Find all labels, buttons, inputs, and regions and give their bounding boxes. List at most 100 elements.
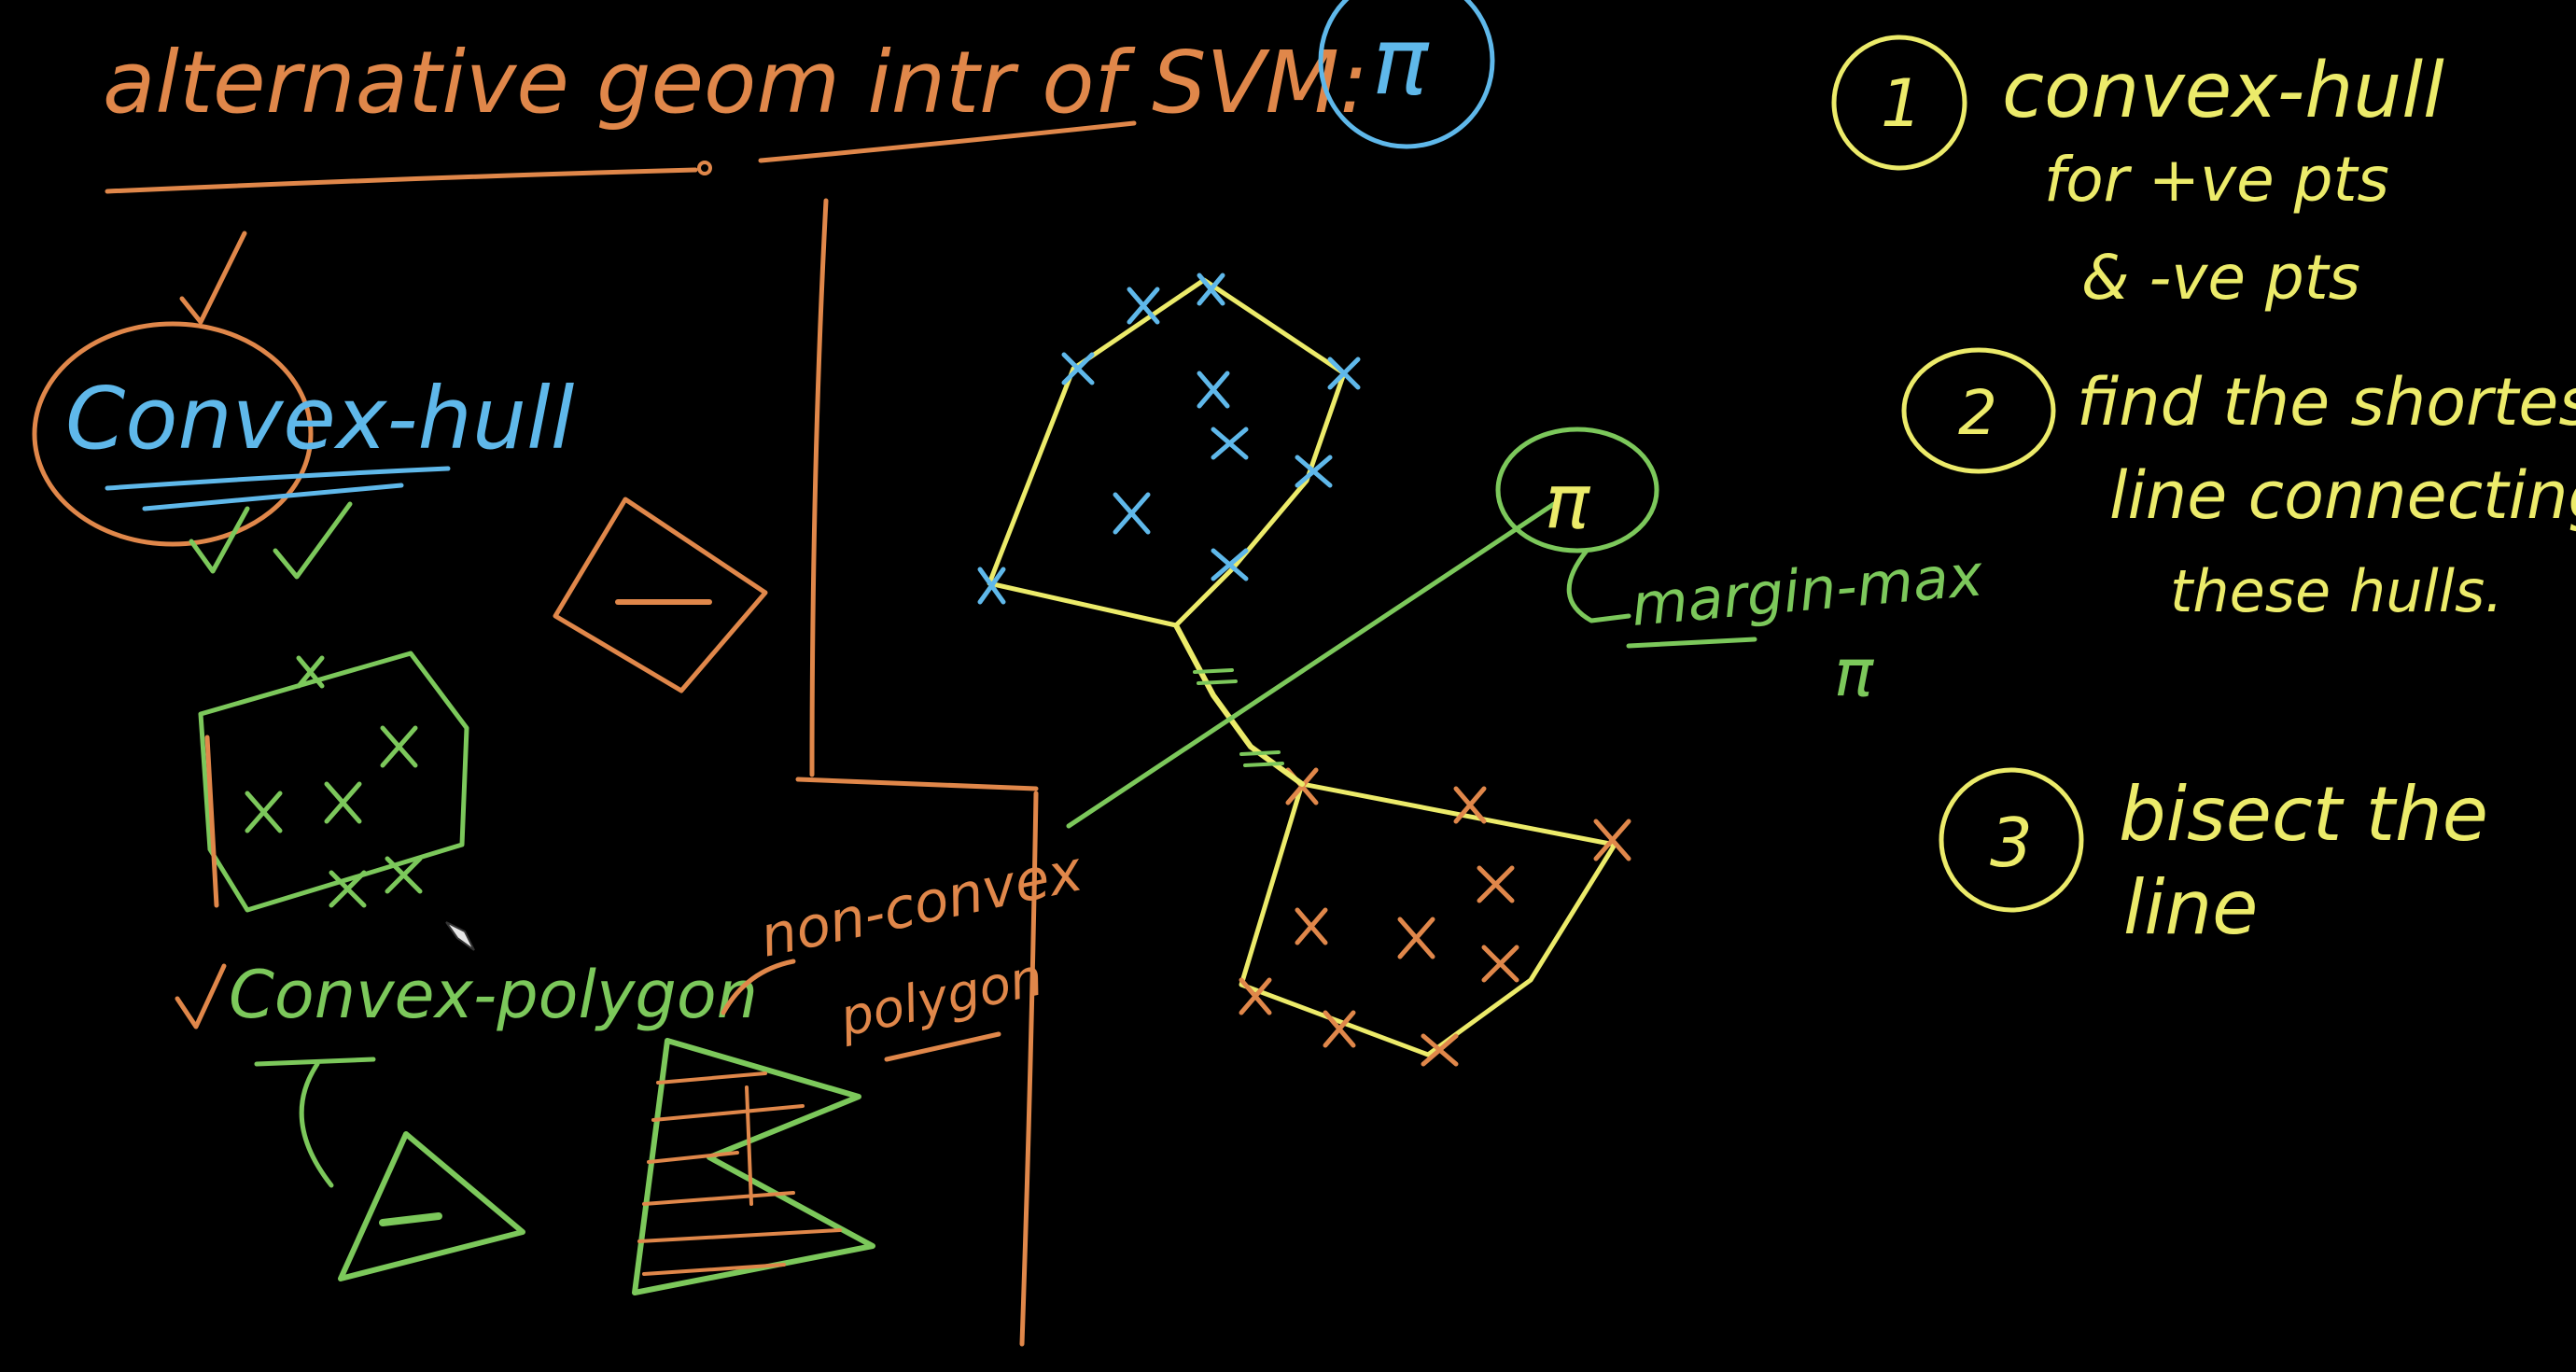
title-group: alternative geom intr of SVM: π [103,0,1495,194]
non-convex-label-1: non-convex [755,838,1088,970]
step-1-number: 1 [1881,65,1923,142]
cross-mark [1453,786,1487,824]
cross-mark [1197,273,1225,306]
cross-mark [1197,371,1230,409]
step-1-line-3: & -ve pts [2081,242,2360,314]
step-3-line-1: bisect the [2119,771,2488,858]
title-pi: π [1372,7,1430,116]
cross-mark [1323,1010,1356,1048]
tick-mark [1243,762,1284,767]
step-2-line-3: these hulls. [2170,557,2503,625]
divider-vertical-upper [809,198,829,777]
connecting-line-ticks [1193,668,1284,767]
bisector-group: π margin-max π [1066,427,1986,829]
cross-mark [1239,977,1272,1015]
margin-max-underline [1626,637,1757,649]
triangle-sketch [338,1131,525,1281]
title-text: alternative geom intr of SVM: [103,33,1368,133]
non-convex-hatching [637,1071,842,1276]
cross-mark [1421,1033,1459,1067]
margin-max-pi: π [1834,635,1875,711]
convex-hull-underline-2 [142,483,404,511]
cross-mark [1481,945,1519,983]
title-underline-left [105,167,698,194]
convex-polygon-crosses [245,655,423,908]
hatch-line [745,1085,753,1206]
negative-hull-group [1239,767,1631,1067]
step-2: 2 find the shortest line connecting thes… [1901,347,2576,625]
cross-mark [1477,865,1515,903]
positive-hull-outline [987,277,1347,628]
cross-mark [1593,819,1631,861]
bisector-pi-circle [1495,427,1659,553]
step-3-number: 3 [1990,804,2033,882]
cross-mark [1295,455,1333,488]
title-pi-circle [1318,0,1495,149]
hatch-line [651,1104,805,1122]
divider-horizontal [795,777,1039,791]
convex-hull-check-green-1 [189,506,250,574]
convex-hull-check-green-2 [273,501,353,580]
non-convex-polygon-group: non-convex polygon [632,838,1088,1295]
convex-polygon-underline [254,1057,376,1067]
hatch-line [647,1151,739,1164]
cross-mark [1295,907,1328,945]
non-convex-underline [884,1031,1001,1062]
convex-hull-label: Convex-hull [65,369,575,469]
cross-mark [245,791,283,833]
step-1-line-2: for +ve pts [2044,144,2389,216]
hatch-line [637,1228,842,1243]
step-3-line-2: line [2123,864,2258,951]
cross-mark [1211,427,1249,460]
cross-mark [324,781,362,824]
convex-hull-underline-1 [105,466,451,491]
divider-vertical-lower [1019,791,1039,1347]
non-convex-shape [632,1038,875,1295]
convex-polygon-check [175,963,227,1029]
non-convex-label-2: polygon [833,946,1047,1048]
step-2-number: 2 [1958,377,1997,449]
tick-mark [1197,679,1238,685]
convex-polygon-outline [198,651,469,913]
cross-mark [329,870,367,908]
triangle-segment [379,1212,442,1226]
connecting-line-group [1173,623,1305,787]
title-underline-dot [697,161,712,175]
pen-cursor-icon [445,921,475,951]
cross-mark [380,725,418,768]
convex-polygon-label-group: Convex-polygon [175,957,758,1281]
step-2-line-2: line connecting [2109,457,2576,534]
cross-mark [1127,287,1160,325]
cross-mark [1327,357,1361,390]
title-underline-right [758,120,1137,163]
bisector-line [1066,501,1557,829]
convex-polygon-sketch [198,651,469,913]
margin-max-arrow [1566,548,1631,623]
hatch-line [656,1071,767,1085]
cross-mark [1061,352,1095,385]
step-1: 1 convex-hull for +ve pts & -ve pts [1831,35,2444,314]
convex-hull-group: Convex-hull [32,231,575,580]
positive-hull-crosses [977,273,1361,605]
step-2-line-1: find the shortest [2077,364,2576,441]
convex-hull-circle [32,321,314,547]
hatch-line [642,1191,795,1206]
orange-diamond-outline [553,497,768,693]
connecting-line [1173,623,1305,787]
section-dividers [795,198,1039,1347]
step-2-circle [1901,347,2056,474]
step-1-circle [1831,35,1967,171]
step-1-line-1: convex-hull [2002,47,2444,135]
non-convex-arrow [721,959,796,1015]
step-3-circle [1939,767,2084,913]
tick-mark [1193,668,1234,674]
cross-mark [1397,917,1435,959]
bisector-pi: π [1545,458,1591,545]
convex-polygon-arrow [299,1061,334,1188]
cross-mark [1113,492,1151,535]
cross-mark [385,856,423,894]
convex-hull-check-top [179,231,247,325]
cross-mark [977,567,1006,605]
hatch-line [642,1263,786,1276]
